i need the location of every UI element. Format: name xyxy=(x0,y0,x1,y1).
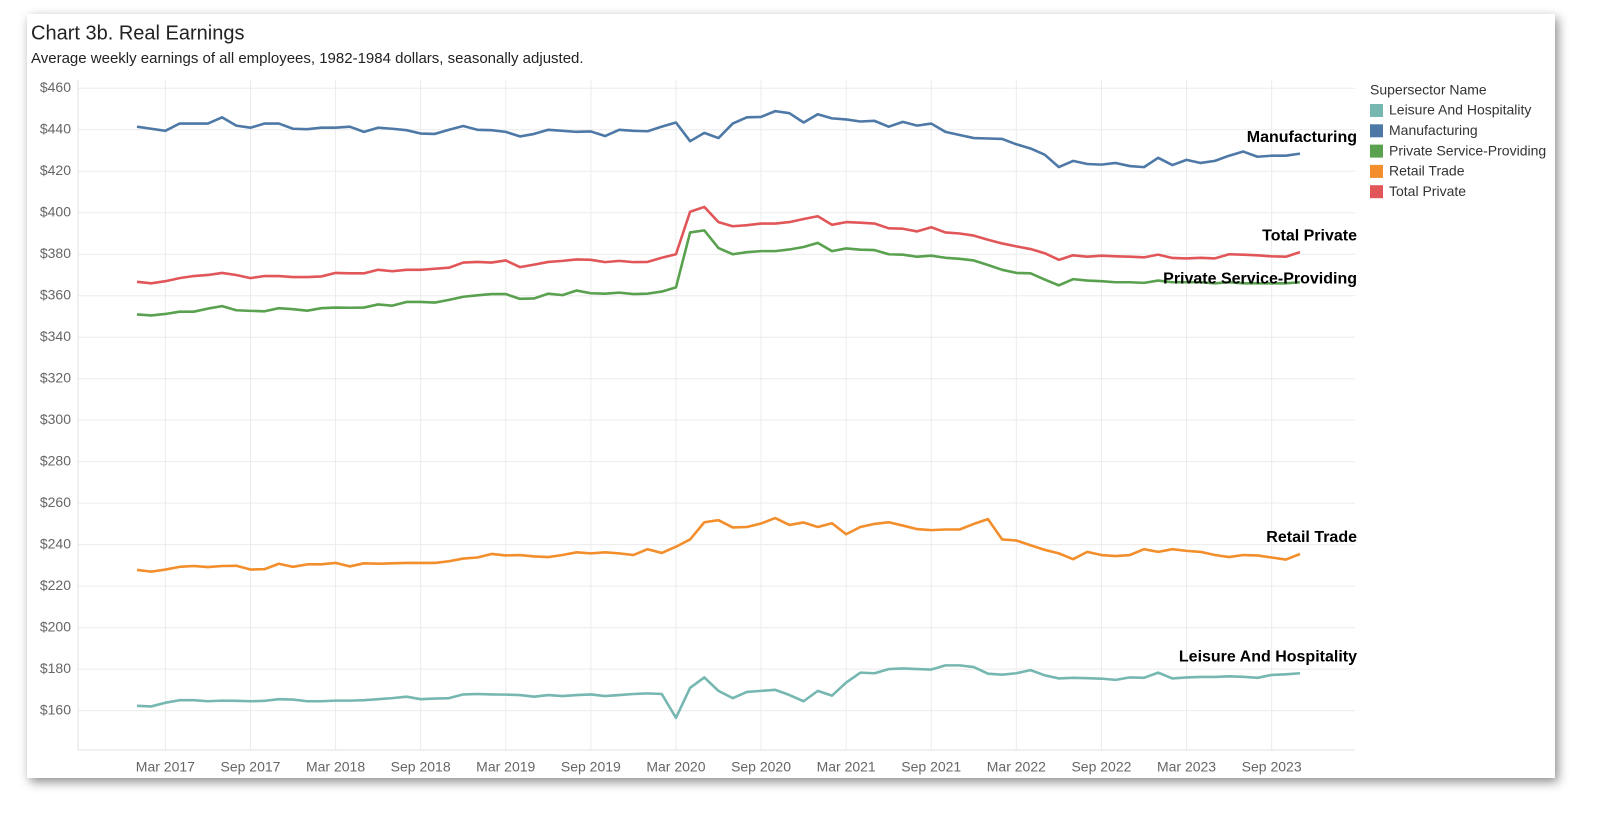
x-tick-label: Mar 2021 xyxy=(817,759,876,775)
x-tick-label: Mar 2017 xyxy=(136,759,195,775)
series-line xyxy=(136,109,1301,169)
series-line xyxy=(136,205,1301,285)
y-tick-label: $180 xyxy=(40,660,71,676)
y-tick-label: $420 xyxy=(40,162,71,178)
legend-swatch xyxy=(1370,144,1383,158)
legend-title: Supersector Name xyxy=(1370,82,1487,98)
y-tick-label: $460 xyxy=(40,79,71,95)
x-tick-label: Sep 2020 xyxy=(731,759,791,775)
y-tick-label: $340 xyxy=(40,328,71,344)
series-line xyxy=(136,516,1301,573)
y-tick-label: $300 xyxy=(40,411,71,427)
x-tick-label: Mar 2020 xyxy=(646,759,705,775)
y-tick-label: $240 xyxy=(40,535,71,551)
chart-title: Chart 3b. Real Earnings xyxy=(31,22,244,44)
legend-label: Leisure And Hospitality xyxy=(1389,102,1531,118)
legend-swatch xyxy=(1370,104,1383,117)
chart-subtitle: Average weekly earnings of all employees… xyxy=(31,50,584,67)
legend-label: Total Private xyxy=(1389,183,1466,199)
series-line xyxy=(136,664,1301,720)
legend-swatch xyxy=(1370,124,1383,138)
legend-label: Private Service-Providing xyxy=(1389,142,1546,158)
legend-label: Retail Trade xyxy=(1389,163,1465,179)
x-tick-label: Sep 2021 xyxy=(901,759,961,775)
y-tick-label: $360 xyxy=(40,286,71,302)
series-end-label: Total Private xyxy=(1262,227,1357,244)
series-end-label: Private Service-Providing xyxy=(1163,270,1357,287)
y-tick-label: $200 xyxy=(40,618,71,634)
x-tick-label: Sep 2017 xyxy=(220,759,280,775)
x-tick-label: Mar 2022 xyxy=(987,759,1046,775)
y-tick-label: $280 xyxy=(40,452,71,468)
legend-label: Manufacturing xyxy=(1389,122,1478,138)
y-tick-label: $440 xyxy=(40,120,71,136)
y-tick-label: $380 xyxy=(40,245,71,261)
x-tick-label: Sep 2019 xyxy=(561,759,621,775)
series-end-label: Leisure And Hospitality xyxy=(1179,648,1357,665)
series-end-label: Manufacturing xyxy=(1247,129,1357,146)
x-tick-label: Mar 2019 xyxy=(476,759,535,775)
series-end-label: Retail Trade xyxy=(1266,529,1357,546)
x-tick-label: Mar 2023 xyxy=(1157,759,1216,775)
legend-swatch xyxy=(1370,164,1383,178)
y-tick-label: $220 xyxy=(40,577,71,593)
y-tick-label: $260 xyxy=(40,494,71,510)
chart-card xyxy=(27,14,1555,778)
y-tick-label: $160 xyxy=(40,701,71,717)
series-line xyxy=(136,229,1301,317)
legend-swatch xyxy=(1370,185,1383,199)
x-tick-label: Sep 2018 xyxy=(391,759,451,775)
y-tick-label: $400 xyxy=(40,203,71,219)
x-tick-label: Mar 2018 xyxy=(306,759,365,775)
x-tick-label: Sep 2023 xyxy=(1242,759,1302,775)
y-tick-label: $320 xyxy=(40,369,71,385)
x-tick-label: Sep 2022 xyxy=(1071,759,1131,775)
